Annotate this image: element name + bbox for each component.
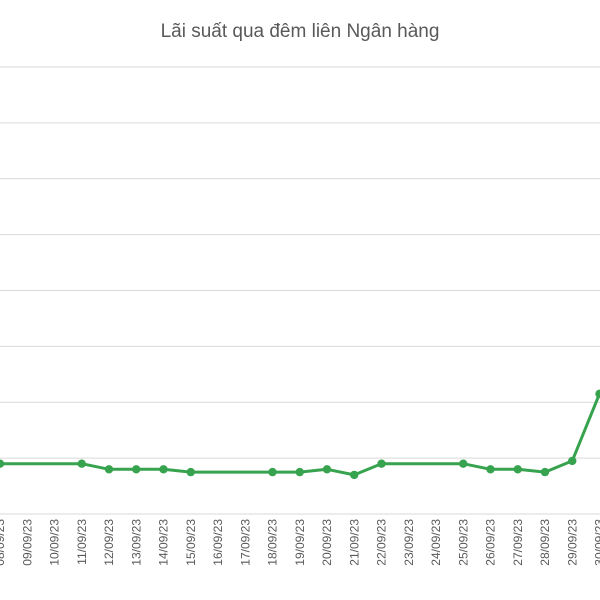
x-tick-label: 24/09/23 (429, 519, 443, 566)
x-tick-label: 08/09/23 (0, 519, 7, 566)
x-tick-label: 16/09/23 (211, 519, 225, 566)
x-tick-label: 14/09/23 (157, 519, 171, 566)
chart-title: Lãi suất qua đêm liên Ngân hàng (161, 21, 440, 42)
x-tick-label: 13/09/23 (129, 519, 143, 566)
marker (104, 465, 114, 474)
marker (595, 389, 600, 399)
marker (459, 459, 468, 468)
marker (77, 459, 86, 468)
x-tick-label: 10/09/23 (48, 519, 62, 566)
x-tick-label: 29/09/23 (565, 519, 579, 566)
x-tick-label: 17/09/23 (238, 519, 252, 566)
marker (486, 465, 495, 474)
marker (132, 465, 141, 474)
x-tick-label: 22/09/23 (375, 519, 389, 566)
x-tick-label: 28/09/23 (538, 519, 552, 566)
marker (540, 467, 550, 477)
marker (568, 456, 577, 466)
x-tick-label: 21/09/23 (347, 519, 361, 566)
marker (322, 465, 332, 474)
x-tick-label: 09/09/23 (20, 519, 34, 566)
marker (377, 459, 386, 468)
x-tick-label: 26/09/23 (484, 519, 498, 566)
x-tick-label: 12/09/23 (102, 519, 116, 566)
x-tick-label: 23/09/23 (402, 519, 416, 566)
x-tick-label: 11/09/23 (75, 519, 89, 565)
marker (350, 470, 359, 480)
marker (513, 465, 522, 474)
x-tick-label: 25/09/23 (456, 519, 470, 566)
x-tick-label: 20/09/23 (320, 519, 334, 566)
x-tick-label: 30/09/23 (593, 519, 600, 566)
marker (268, 467, 277, 477)
x-tick-label: 18/09/23 (266, 519, 280, 566)
marker (0, 459, 5, 468)
marker (295, 467, 304, 477)
x-tick-label: 27/09/23 (511, 519, 525, 566)
marker (159, 465, 168, 474)
x-tick-label: 19/09/23 (293, 519, 307, 566)
line (0, 393, 600, 477)
marker (186, 467, 195, 477)
x-tick-label: 15/09/23 (184, 519, 198, 566)
